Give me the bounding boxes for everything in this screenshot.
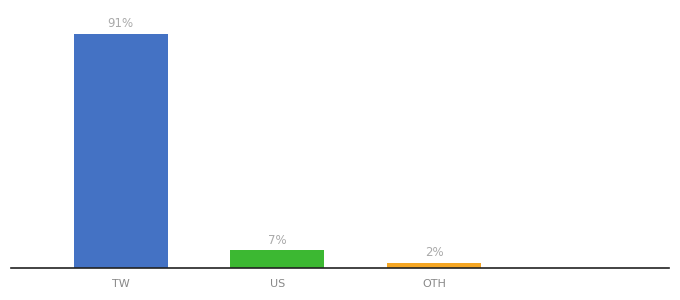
- Text: 7%: 7%: [268, 234, 287, 247]
- Bar: [387, 263, 481, 268]
- Text: 2%: 2%: [424, 247, 443, 260]
- Text: 91%: 91%: [107, 17, 134, 30]
- Bar: [231, 250, 324, 268]
- Bar: [73, 34, 168, 268]
